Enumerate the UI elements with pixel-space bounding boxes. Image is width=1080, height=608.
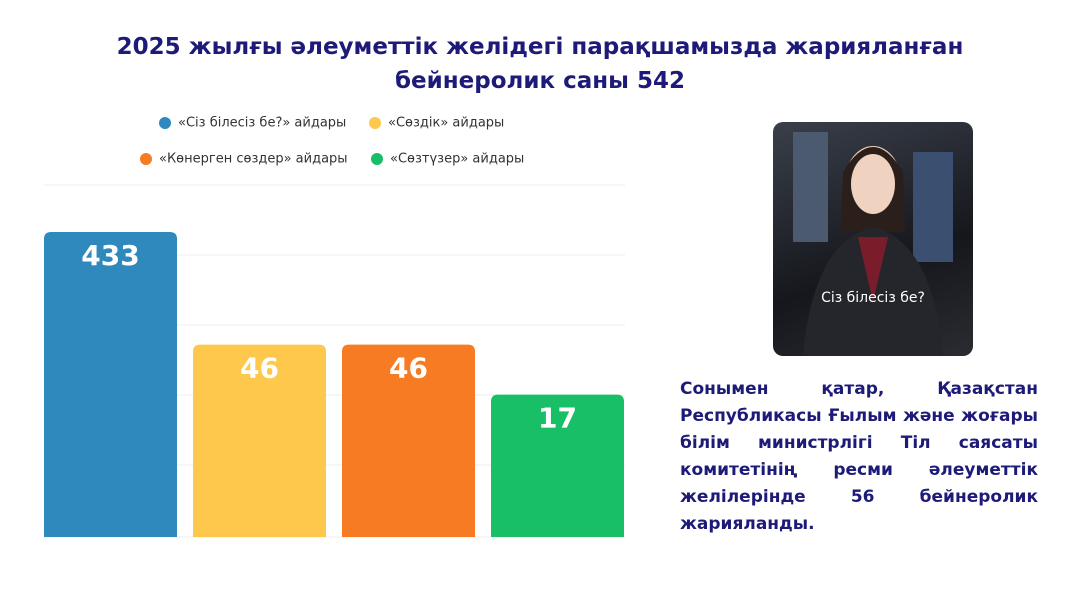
data-label: 46 [240,352,279,385]
data-label: 433 [81,239,139,272]
bar [44,232,177,537]
paragraph: Сонымен қатар, Қазақстан Республикасы Ғы… [680,379,1038,534]
bar [342,344,475,537]
legend-label: «Көнерген сөздер» айдары [159,152,348,167]
legend-marker [159,117,171,129]
video-thumbnail: Сіз білесіз бе? [773,122,973,356]
bar [193,344,326,537]
legend-marker [369,117,381,129]
legend-marker [371,153,383,165]
legend-label: «Сөздік» айдары [388,116,504,131]
data-label: 17 [538,402,577,435]
data-label: 46 [389,352,428,385]
legend-label: «Сіз білесіз бе?» айдары [178,116,346,131]
chart: 433 «Сіз білесіз бе?» айдары 46 «Сөздік» ай… [44,116,625,538]
image-caption: Сіз білесіз бе? [821,290,925,306]
person-silhouette [793,132,953,356]
bar [491,394,624,537]
title: 2025 жылғы әлеуметтік желідегі парақшамы… [116,34,964,94]
legend-marker [140,153,152,165]
legend-label: «Сөзтүзер» айдары [390,152,524,167]
